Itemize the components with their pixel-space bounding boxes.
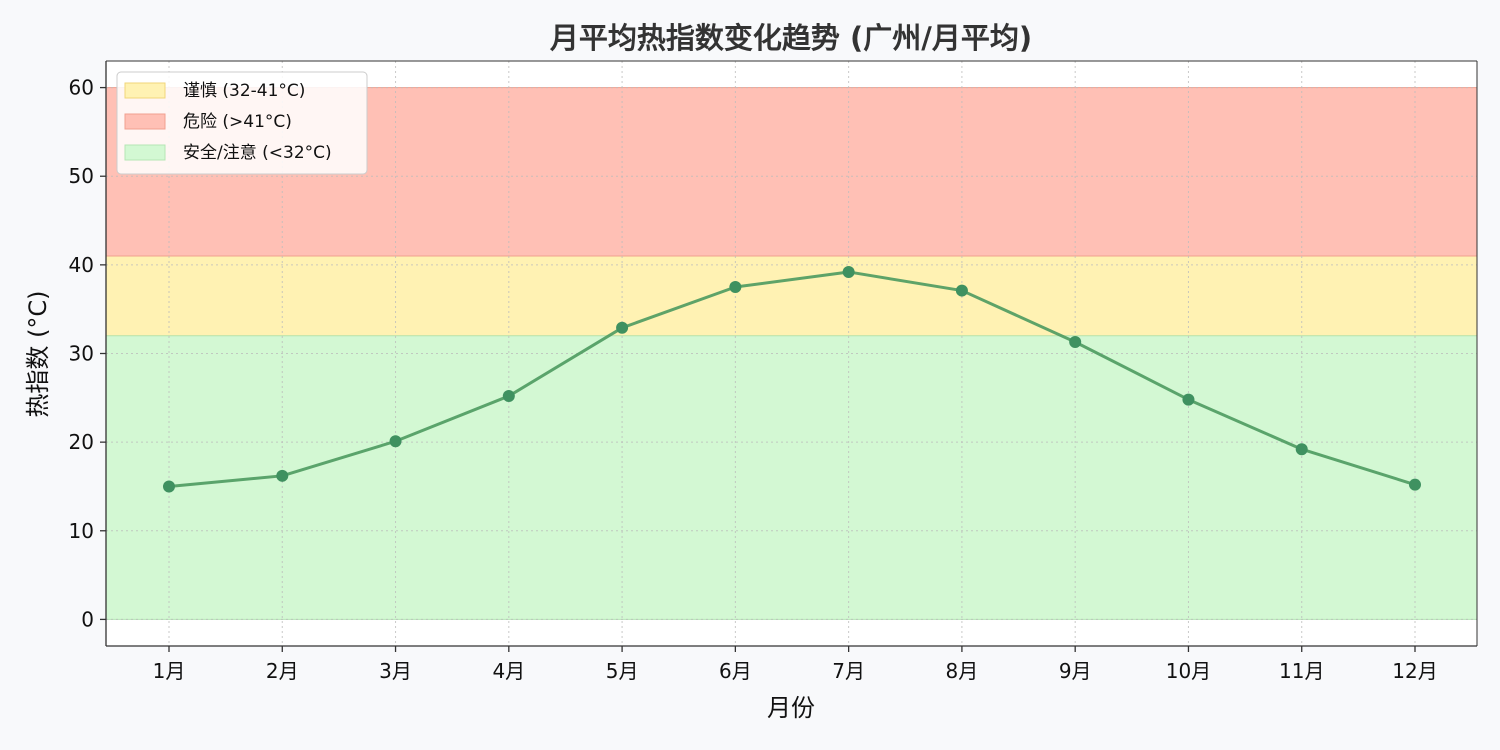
x-tick-label-6: 7月 bbox=[832, 659, 865, 683]
x-axis-label: 月份 bbox=[767, 694, 815, 722]
data-point-9 bbox=[1069, 335, 1082, 348]
x-tick-label-2: 3月 bbox=[379, 659, 412, 683]
x-tick-label-10: 11月 bbox=[1279, 659, 1324, 683]
data-point-8 bbox=[955, 284, 968, 297]
bands-layer bbox=[105, 87, 1478, 620]
legend-box bbox=[116, 71, 368, 175]
y-axis-label: 热指数 (°C) bbox=[24, 290, 52, 417]
legend-label-0: 谨慎 (32-41°C) bbox=[183, 81, 305, 101]
axes-layer: 0 10 20 30 40 50 60 1月 2月 3月 4月 5月 6月 7月 8月 9月 10月 11月 12月 bbox=[69, 60, 1478, 683]
x-tick-label-7: 8月 bbox=[946, 659, 979, 683]
data-point-2 bbox=[276, 469, 289, 482]
y-tick-label-6: 60 bbox=[69, 76, 94, 100]
series-line-0 bbox=[168, 270, 1416, 488]
legend-swatch-0 bbox=[124, 82, 166, 99]
x-tick-label-4: 5月 bbox=[606, 659, 639, 683]
x-tick-label-8: 9月 bbox=[1059, 659, 1092, 683]
band-2 bbox=[105, 335, 1478, 620]
legend-swatch-2 bbox=[124, 144, 166, 161]
x-tick-label-9: 10月 bbox=[1166, 659, 1211, 683]
y-tick-label-5: 50 bbox=[69, 164, 94, 188]
x-tick-label-0: 1月 bbox=[153, 659, 186, 683]
data-point-3 bbox=[389, 435, 402, 448]
data-point-5 bbox=[616, 321, 629, 334]
chart-title: 月平均热指数变化趋势 (广州/月平均) bbox=[549, 21, 1032, 55]
legend-layer: 谨慎 (32-41°C) 危险 (>41°C) 安全/注意 (<32°C) bbox=[116, 71, 368, 175]
band-0 bbox=[105, 255, 1478, 337]
data-point-11 bbox=[1295, 443, 1308, 456]
y-tick-label-1: 10 bbox=[69, 519, 94, 543]
data-point-12 bbox=[1409, 478, 1421, 491]
x-tick-label-1: 2月 bbox=[266, 659, 299, 683]
series-layer bbox=[163, 265, 1421, 493]
data-point-10 bbox=[1182, 393, 1195, 406]
x-tick-label-11: 12月 bbox=[1392, 659, 1437, 683]
y-tick-label-4: 40 bbox=[69, 253, 94, 277]
y-tick-label-3: 30 bbox=[69, 342, 94, 366]
legend-swatch-1 bbox=[124, 113, 166, 130]
y-tick-label-0: 0 bbox=[81, 607, 94, 631]
legend-label-2: 安全/注意 (<32°C) bbox=[183, 143, 332, 163]
data-point-1 bbox=[163, 480, 175, 493]
x-tick-label-5: 6月 bbox=[719, 659, 752, 683]
y-tick-label-2: 20 bbox=[69, 430, 94, 454]
legend-label-1: 危险 (>41°C) bbox=[183, 112, 292, 132]
grid-layer bbox=[106, 61, 1477, 646]
data-point-4 bbox=[502, 390, 515, 403]
x-tick-label-3: 4月 bbox=[492, 659, 525, 683]
data-point-7 bbox=[842, 265, 855, 278]
data-point-6 bbox=[729, 281, 742, 294]
